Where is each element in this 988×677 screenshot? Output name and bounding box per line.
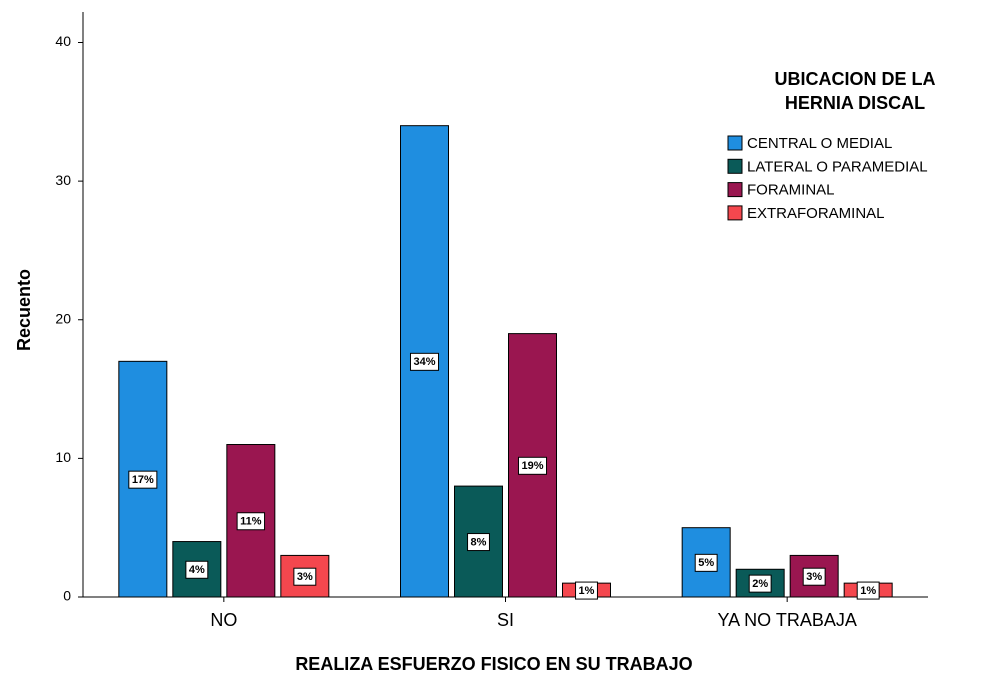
y-axis-title: Recuento — [14, 269, 34, 351]
data-label: 1% — [856, 581, 880, 600]
y-tick-label: 40 — [55, 33, 71, 49]
data-label-box — [517, 456, 548, 475]
x-axis-title: REALIZA ESFUERZO FISICO EN SU TRABAJO — [295, 654, 692, 674]
data-label: 1% — [575, 581, 598, 600]
legend-swatch — [727, 182, 743, 198]
data-label: 3% — [293, 567, 317, 586]
y-tick-label: 30 — [55, 172, 71, 188]
data-label-box — [236, 512, 266, 531]
bar — [400, 125, 449, 598]
legend-swatch — [727, 135, 743, 151]
data-label-box — [409, 352, 440, 371]
bar — [280, 554, 330, 598]
legend-label: CENTRAL O MEDIAL — [747, 135, 892, 152]
data-label-box — [467, 533, 490, 552]
data-label-text: 19% — [521, 460, 543, 472]
data-label-text: 11% — [240, 516, 262, 528]
data-label-text: 17% — [132, 474, 154, 486]
data-label: 2% — [748, 574, 772, 593]
legend-swatch — [727, 205, 743, 221]
y-tick-label: 10 — [55, 449, 71, 465]
y-tick-label: 0 — [63, 588, 71, 604]
data-label-text: 4% — [189, 564, 205, 576]
data-label: 17% — [128, 470, 158, 489]
data-label-text: 1% — [860, 585, 876, 597]
data-label-text: 5% — [698, 557, 714, 569]
data-label: 19% — [517, 456, 548, 475]
data-label-box — [128, 470, 158, 489]
x-tick-label: YA NO TRABAJA — [717, 610, 856, 630]
legend-label: EXTRAFORAMINAL — [747, 205, 885, 222]
data-label-box — [856, 581, 880, 600]
legend-title: UBICACION DE LA — [775, 69, 936, 89]
data-label: 3% — [802, 567, 826, 586]
x-tick-label: NO — [210, 610, 237, 630]
data-label-text: 1% — [579, 585, 595, 597]
data-label-text: 3% — [806, 571, 822, 583]
data-label-text: 3% — [297, 571, 313, 583]
legend-swatch — [727, 158, 743, 174]
data-label: 4% — [185, 560, 209, 579]
data-label: 8% — [467, 533, 490, 552]
data-label-box — [748, 574, 772, 593]
data-label: 34% — [409, 352, 440, 371]
data-label-text: 2% — [752, 578, 768, 590]
data-label: 5% — [694, 553, 718, 572]
data-label-box — [293, 567, 317, 586]
data-label-text: 8% — [471, 536, 487, 548]
data-label-box — [185, 560, 209, 579]
legend-label: FORAMINAL — [747, 182, 835, 199]
data-label-box — [575, 581, 598, 600]
data-label-box — [694, 553, 718, 572]
legend-title: HERNIA DISCAL — [785, 93, 925, 113]
data-label-box — [802, 567, 826, 586]
y-tick-label: 20 — [55, 310, 71, 326]
x-tick-label: SI — [497, 610, 514, 630]
data-label: 11% — [236, 512, 266, 531]
legend-label: LATERAL O PARAMEDIAL — [747, 158, 928, 175]
data-label-text: 34% — [413, 356, 435, 368]
